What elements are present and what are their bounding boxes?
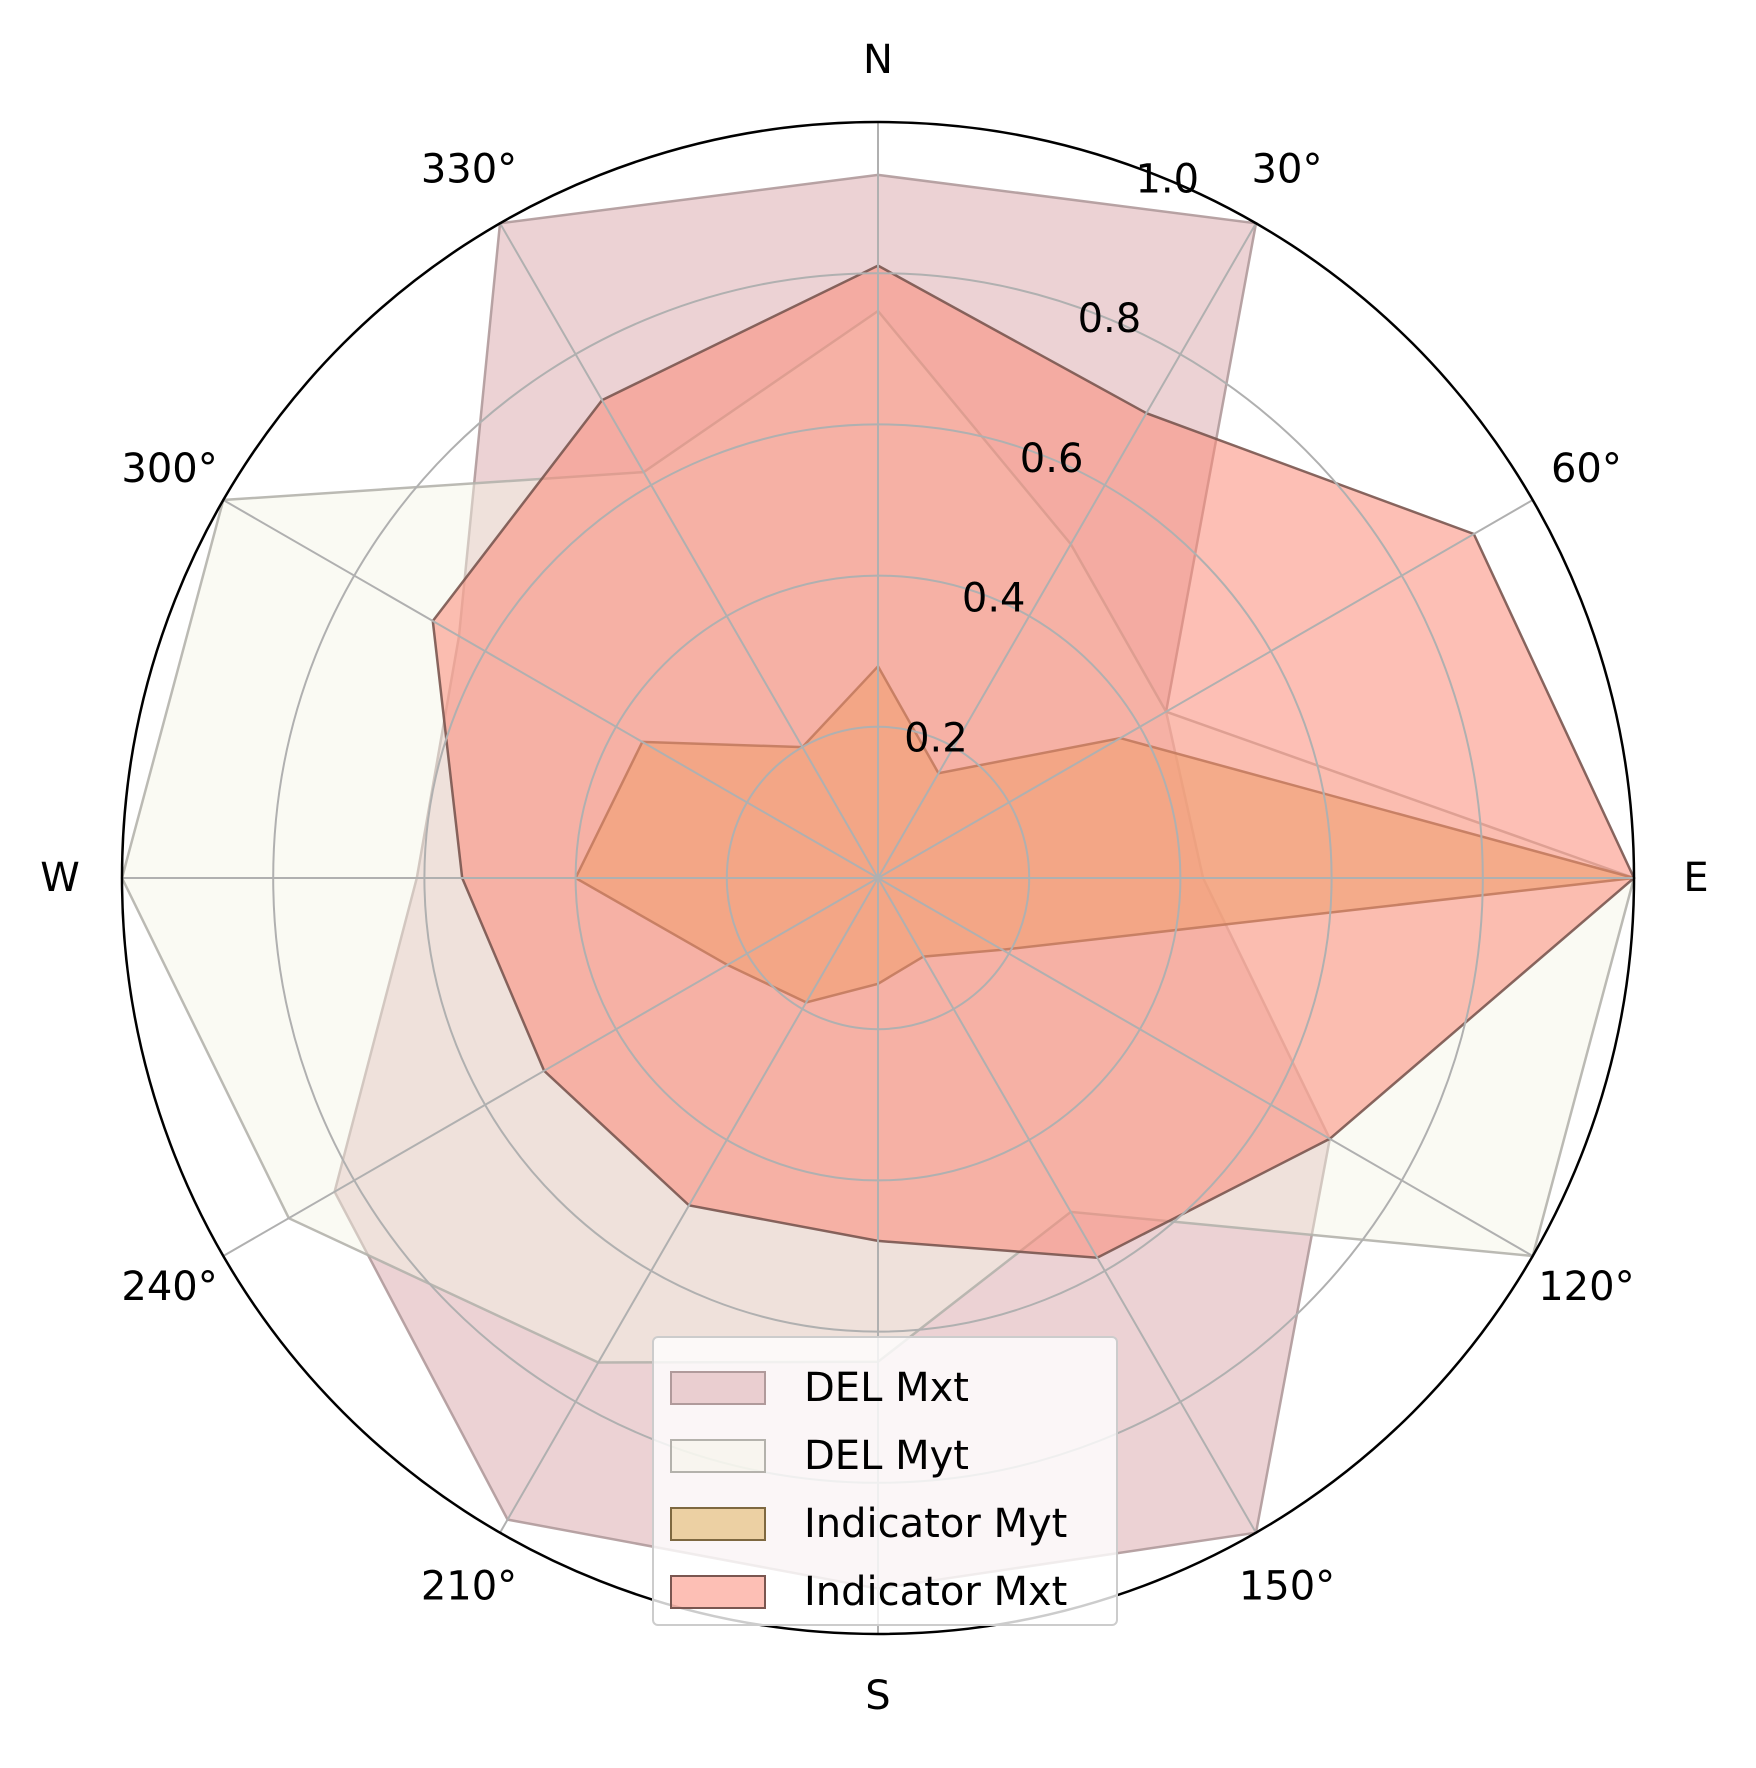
legend: DEL Mxt DEL Myt Indicator Myt Indicator … [652, 1336, 1118, 1626]
legend-swatch-0 [670, 1371, 766, 1405]
spoke-4 [877, 877, 1534, 1257]
tick-labels: N 30° 60° E 120° 150° S 210° 240° W 300° 330° 0.2 0.4… [40, 37, 1708, 1719]
spoke-11 [499, 222, 879, 879]
angle-tick-label-9: W [40, 855, 80, 901]
angle-tick-label-0: N [863, 37, 893, 83]
angle-tick-label-10: 300° [121, 446, 217, 492]
legend-swatch-2 [670, 1507, 766, 1541]
spoke-2 [877, 499, 1534, 879]
legend-item-0: DEL Mxt [670, 1360, 969, 1416]
angle-tick-label-7: 210° [421, 1563, 517, 1609]
radial-tick-label-0: 0.2 [904, 715, 968, 761]
legend-label-0: DEL Mxt [804, 1365, 969, 1411]
angle-tick-label-3: E [1683, 855, 1708, 901]
radial-tick-label-2: 0.6 [1020, 436, 1084, 482]
legend-label-3: Indicator Mxt [804, 1569, 1068, 1615]
angle-tick-label-8: 240° [121, 1264, 217, 1310]
angle-tick-label-1: 30° [1252, 147, 1323, 193]
legend-label-1: DEL Myt [804, 1433, 969, 1479]
angle-tick-label-4: 120° [1538, 1264, 1634, 1310]
radial-tick-label-1: 0.4 [962, 576, 1026, 622]
angle-tick-label-5: 150° [1239, 1563, 1335, 1609]
spoke-8 [222, 877, 879, 1257]
spoke-1 [877, 222, 1257, 879]
legend-item-1: DEL Myt [670, 1428, 969, 1484]
angle-tick-label-11: 330° [421, 147, 517, 193]
angle-tick-label-6: S [865, 1673, 890, 1719]
legend-swatch-1 [670, 1439, 766, 1473]
spoke-5 [877, 877, 1257, 1534]
polar-frame [120, 120, 1636, 1636]
radial-tick-label-3: 0.8 [1078, 296, 1142, 342]
legend-item-2: Indicator Myt [670, 1496, 1067, 1552]
radial-tick-label-4: 1.0 [1135, 157, 1199, 203]
spoke-7 [499, 877, 879, 1534]
legend-item-3: Indicator Mxt [670, 1564, 1067, 1620]
legend-label-2: Indicator Myt [804, 1501, 1068, 1547]
spoke-10 [222, 499, 879, 879]
legend-swatch-3 [670, 1575, 766, 1609]
angle-tick-label-2: 60° [1551, 446, 1622, 492]
